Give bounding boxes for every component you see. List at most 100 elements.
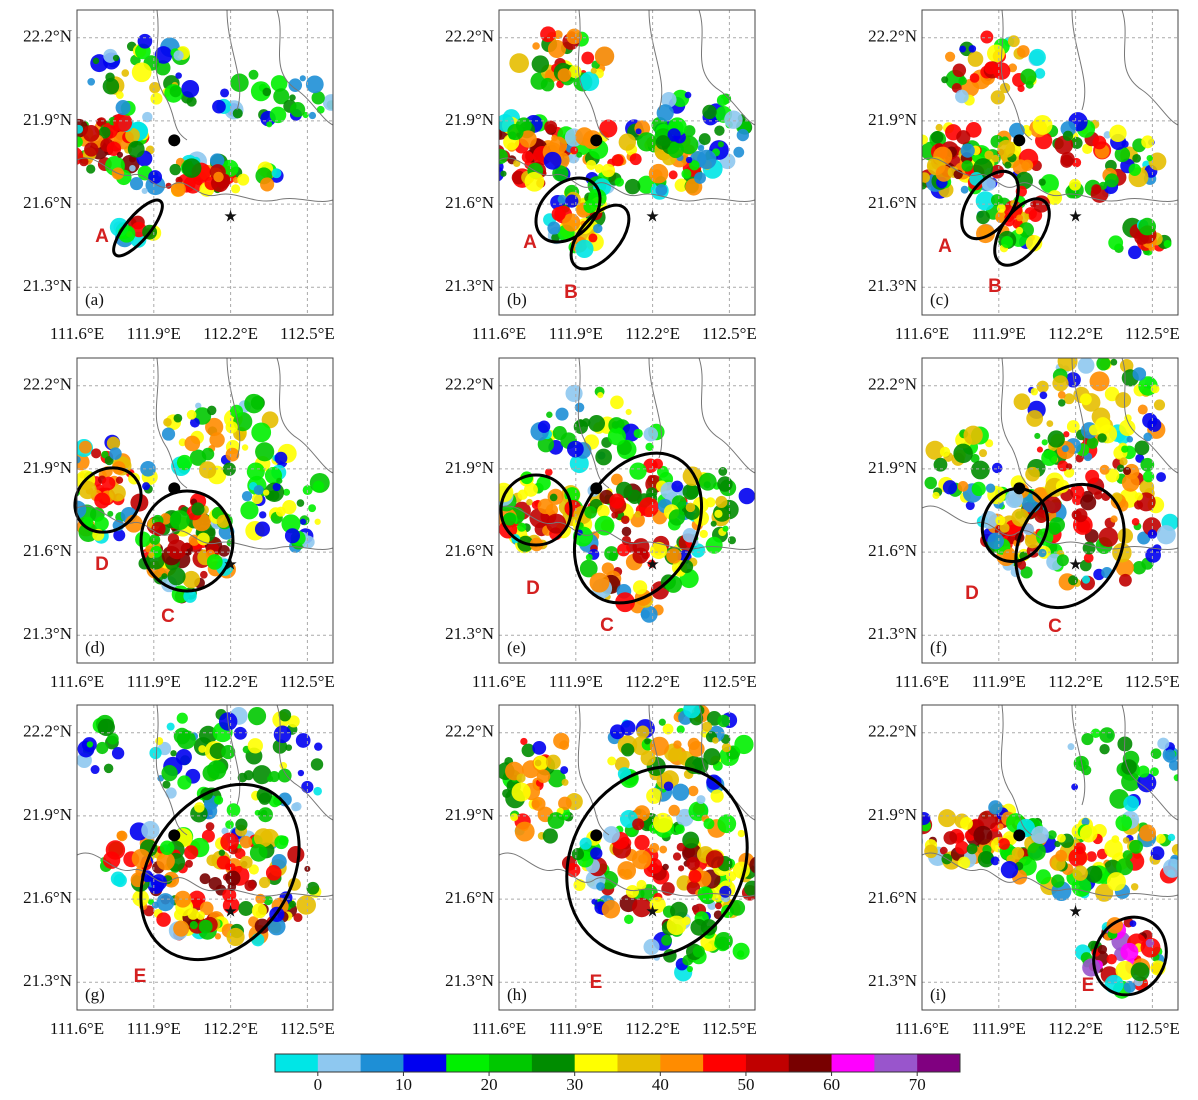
echo-cell — [544, 468, 553, 476]
echo-cell — [1039, 391, 1048, 400]
y-tick-label: 22.2°N — [868, 722, 917, 741]
echo-cell — [225, 870, 241, 886]
y-tick-label: 21.3°N — [445, 624, 494, 643]
colorbar: 0 10 20 30 40 50 60 70 — [274, 1053, 961, 1094]
echo-cell — [287, 845, 305, 864]
echo-cell — [955, 840, 969, 855]
echo-cell — [953, 443, 973, 464]
echo-cell — [310, 758, 324, 771]
y-tick-label: 21.9°N — [23, 458, 72, 477]
map-frame — [498, 704, 756, 1011]
echo-cell — [166, 722, 175, 731]
echo-cell — [237, 772, 248, 783]
radar-echo — [77, 358, 333, 604]
echo-cell — [214, 933, 222, 940]
echo-cell — [652, 812, 673, 833]
storm-outline — [1092, 915, 1168, 997]
echo-cell — [213, 171, 224, 183]
echo-cell — [1099, 464, 1110, 475]
echo-cell — [156, 912, 171, 927]
x-tick-label: 111.6°E — [472, 672, 526, 691]
y-tick-label: 22.2°N — [23, 27, 72, 46]
radar-echo — [922, 705, 1178, 999]
echo-cell — [932, 491, 940, 500]
echo-cell — [170, 181, 186, 197]
echo-cell — [710, 789, 724, 803]
echo-cell — [717, 814, 737, 834]
echo-cell — [205, 822, 215, 831]
echo-cell — [901, 150, 907, 156]
echo-cell — [935, 123, 943, 132]
echo-cell — [624, 178, 641, 195]
echo-cell — [969, 73, 980, 83]
radar-echo — [499, 10, 755, 259]
echo-cell — [232, 108, 243, 119]
echo-cell — [516, 773, 526, 783]
y-tick-label: 22.2°N — [868, 27, 917, 46]
echo-cell — [546, 513, 567, 534]
echo-cell — [601, 163, 616, 178]
echo-cell — [973, 825, 993, 845]
echo-cell — [1137, 531, 1151, 545]
echo-cell — [939, 446, 951, 458]
map-frame — [76, 704, 334, 1011]
echo-cell — [930, 131, 944, 144]
echo-cell — [688, 869, 702, 883]
echo-cell — [1099, 727, 1115, 743]
echo-cell — [305, 75, 324, 94]
x-tick-label: 112.5°E — [702, 672, 757, 691]
echo-cell — [169, 510, 190, 531]
echo-cell — [1057, 358, 1078, 372]
y-tick-label: 21.3°N — [445, 276, 494, 295]
echo-cell — [677, 865, 685, 872]
echo-cell — [218, 545, 230, 557]
storm-outline — [139, 782, 301, 962]
echo-cell — [589, 572, 610, 593]
colorbar-swatch — [745, 1054, 790, 1072]
map-panel: 111.6°E 111.9°E 112.2°E 112.5°E 22.2°N 21.9°N… — [23, 357, 335, 691]
echo-cell — [273, 88, 290, 105]
echo-cell — [131, 62, 152, 83]
echo-cell — [125, 128, 140, 143]
echo-cell — [960, 185, 969, 194]
echo-cell — [588, 233, 598, 243]
echo-cell — [703, 748, 721, 766]
station-star: ★ — [223, 904, 237, 921]
echo-cell — [1085, 865, 1103, 883]
echo-cell — [602, 826, 620, 843]
echo-cell — [155, 60, 171, 76]
echo-cell — [247, 738, 263, 754]
echo-cell — [997, 139, 1016, 158]
echo-cell — [537, 498, 554, 515]
echo-cell — [906, 156, 915, 165]
echo-cell — [574, 402, 585, 413]
echo-cell — [113, 529, 126, 542]
echo-cell — [966, 843, 978, 855]
echo-cell — [671, 480, 684, 493]
echo-cell — [640, 609, 650, 619]
echo-cell — [547, 769, 566, 788]
radar-echo — [77, 10, 333, 248]
echo-cell — [129, 177, 144, 191]
echo-cell — [1047, 190, 1063, 206]
echo-cell — [77, 124, 84, 134]
echo-cell — [281, 514, 301, 534]
echo-cell — [1156, 472, 1167, 482]
echo-cell — [1121, 445, 1129, 453]
echo-cell — [939, 846, 948, 855]
echo-cell — [1038, 178, 1046, 186]
echo-cell — [313, 786, 322, 796]
echo-cell — [1026, 410, 1044, 427]
echo-cell — [1119, 457, 1128, 466]
echo-cell — [1061, 445, 1069, 453]
echo-cell — [611, 154, 624, 167]
echo-cell — [991, 154, 1000, 163]
echo-cell — [694, 172, 706, 184]
echo-cell — [214, 795, 224, 805]
x-tick-label: 111.9°E — [127, 1019, 181, 1038]
echo-cell — [523, 482, 538, 497]
echo-cell — [687, 737, 700, 750]
echo-cell — [195, 402, 202, 409]
echo-cell — [196, 911, 205, 920]
y-tick-label: 21.9°N — [445, 458, 494, 477]
